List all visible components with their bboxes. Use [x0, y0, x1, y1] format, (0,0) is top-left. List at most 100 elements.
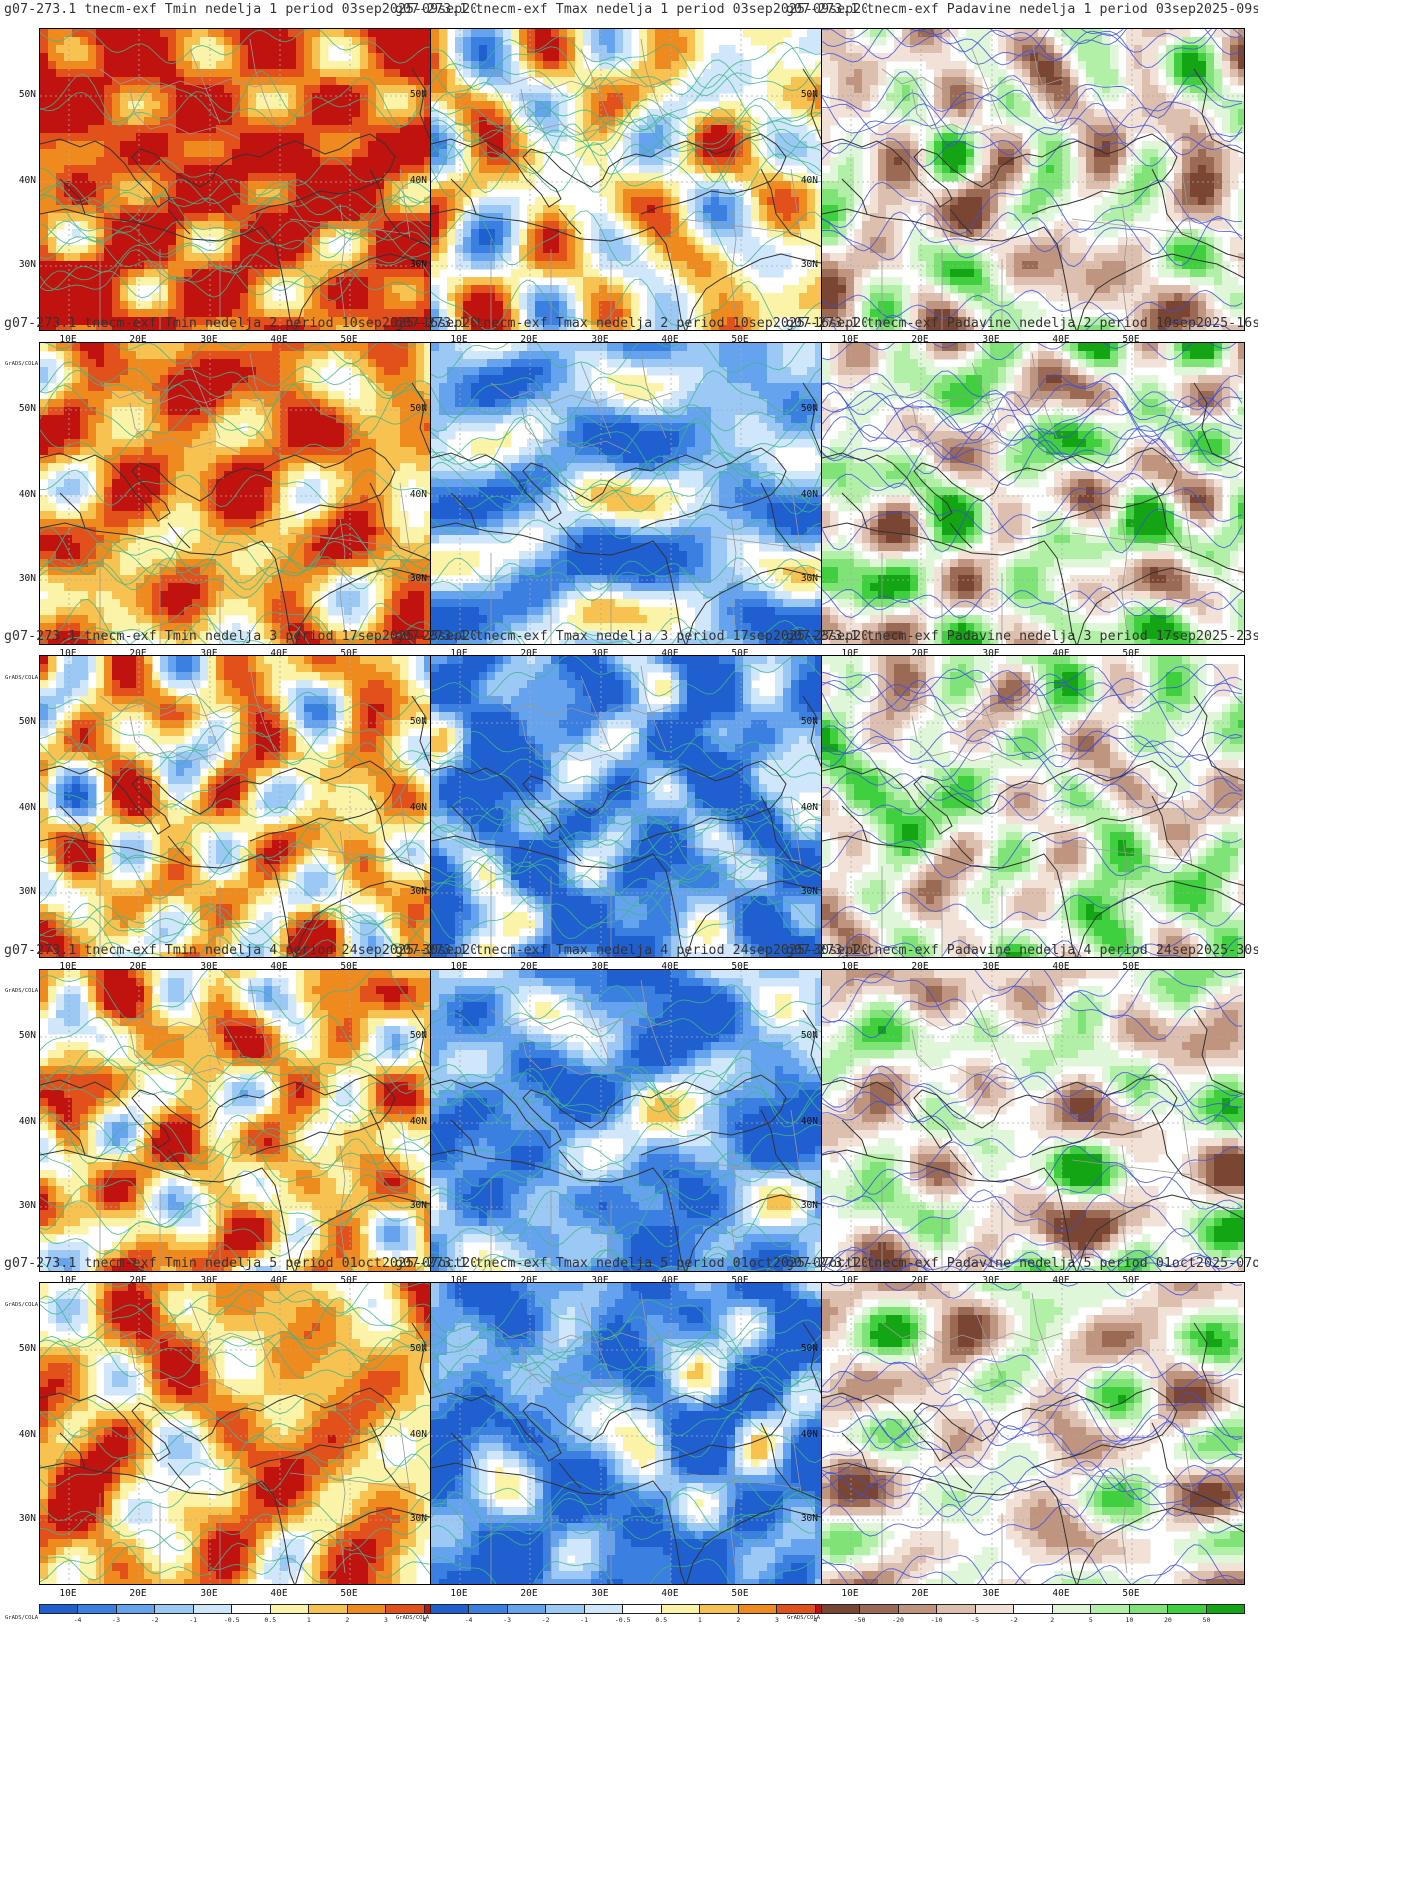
- longitude-label: 50E: [723, 961, 757, 972]
- map-panel-tmin-week-4: g07-273.1 tnecm-exf Tmin nedelja 4 perio…: [4, 941, 476, 1317]
- contour-lines: [40, 970, 461, 1271]
- longitude-label: 40E: [262, 334, 296, 345]
- graticule: [431, 343, 853, 644]
- latitude-label: 50N: [403, 403, 427, 414]
- longitude-label: 50E: [332, 1275, 366, 1286]
- colorbar-swatch: [193, 1605, 233, 1613]
- country-borders: [99, 38, 411, 330]
- coastlines: [431, 1009, 853, 1271]
- longitude-label: 10E: [442, 961, 476, 972]
- map-panel-precip-week-5: g07-273.1 tnecm-exf Padavine nedelja 5 p…: [786, 1254, 1258, 1630]
- colorbar-swatch: [822, 1605, 861, 1613]
- grads-footer-label: GrADS/COLA: [5, 361, 38, 367]
- latitude-label: 40N: [12, 175, 36, 186]
- latitude-label: 50N: [794, 716, 818, 727]
- longitude-label: 30E: [192, 961, 226, 972]
- longitude-label: 50E: [1114, 1588, 1148, 1599]
- anomaly-shading: [431, 29, 853, 330]
- colorbar-swatch: [738, 1605, 778, 1613]
- longitude-label: 20E: [903, 334, 937, 345]
- longitude-label: 20E: [512, 961, 546, 972]
- country-borders: [99, 979, 411, 1271]
- longitude-label: 10E: [442, 648, 476, 659]
- colorbar-swatches: [821, 1604, 1245, 1614]
- map-plot-area: [39, 28, 463, 331]
- colorbar-swatch: [155, 1605, 194, 1613]
- panel-title: g07-273.1 tnecm-exf Padavine nedelja 5 p…: [786, 1256, 1258, 1276]
- longitude-label: 50E: [723, 1275, 757, 1286]
- coastlines: [822, 695, 1244, 957]
- anomaly-map: [822, 343, 1244, 644]
- colorbar-swatches: [39, 1604, 463, 1614]
- latitude-label: 30N: [12, 886, 36, 897]
- map-plot-area: [39, 969, 463, 1272]
- latitude-label: 30N: [12, 1513, 36, 1524]
- contour-lines: [40, 343, 461, 644]
- longitude-label: 10E: [833, 1588, 867, 1599]
- latitude-label: 40N: [794, 175, 818, 186]
- map-panel-precip-week-1: g07-273.1 tnecm-exf Padavine nedelja 1 p…: [786, 0, 1258, 376]
- panel-title: g07-273.1 tnecm-exf Padavine nedelja 4 p…: [786, 943, 1258, 963]
- map-plot-area: [821, 969, 1245, 1272]
- country-borders: [881, 352, 1193, 644]
- panel-title: g07-273.1 tnecm-exf Tmax nedelja 2 perio…: [395, 316, 867, 336]
- colorbar-tick-label: 3: [371, 1616, 401, 1624]
- longitude-label: 50E: [723, 648, 757, 659]
- colorbar-swatch: [1052, 1605, 1092, 1613]
- anomaly-shading: [822, 29, 1244, 330]
- longitude-label: 10E: [51, 961, 85, 972]
- anomaly-map: [431, 1283, 853, 1584]
- longitude-label: 30E: [974, 1275, 1008, 1286]
- panel-title: g07-273.1 tnecm-exf Tmax nedelja 3 perio…: [395, 629, 867, 649]
- map-plot-area: [39, 1282, 463, 1585]
- longitude-label: 50E: [1114, 648, 1148, 659]
- longitude-label: 10E: [51, 648, 85, 659]
- longitude-label: 30E: [192, 334, 226, 345]
- map-plot-area: [821, 28, 1245, 331]
- anomaly-map: [431, 29, 853, 330]
- latitude-label: 30N: [794, 1200, 818, 1211]
- grads-footer-label: GrADS/COLA: [5, 988, 38, 994]
- colorbar-swatch: [1206, 1605, 1244, 1613]
- colorbar-tick-label: 1: [685, 1616, 715, 1624]
- coastlines: [822, 1009, 1244, 1271]
- panel-title: g07-273.1 tnecm-exf Padavine nedelja 3 p…: [786, 629, 1258, 649]
- colorbar-swatches: [430, 1604, 854, 1614]
- longitude-label: 10E: [442, 334, 476, 345]
- longitude-label: 10E: [442, 1275, 476, 1286]
- colorbar-swatch: [270, 1605, 310, 1613]
- longitude-label: 20E: [512, 1275, 546, 1286]
- longitude-label: 40E: [1044, 961, 1078, 972]
- longitude-label: 40E: [262, 1275, 296, 1286]
- map-plot-area: [430, 969, 854, 1272]
- coastlines: [822, 1322, 1244, 1584]
- longitude-label: 30E: [583, 1588, 617, 1599]
- longitude-label: 30E: [192, 1275, 226, 1286]
- colorbar-swatch: [507, 1605, 547, 1613]
- coastlines: [40, 1009, 462, 1271]
- latitude-label: 40N: [12, 1116, 36, 1127]
- grads-footer-label: GrADS/COLA: [5, 675, 38, 681]
- latitude-label: 30N: [794, 259, 818, 270]
- grads-footer-label: GrADS/COLA: [787, 1615, 820, 1621]
- colorbar-tick-label: 50: [1191, 1616, 1221, 1624]
- latitude-label: 50N: [12, 403, 36, 414]
- country-borders: [490, 38, 802, 330]
- latitude-label: 40N: [12, 1429, 36, 1440]
- latitude-label: 30N: [403, 573, 427, 584]
- longitude-label: 10E: [442, 1588, 476, 1599]
- map-panel-tmin-week-3: g07-273.1 tnecm-exf Tmin nedelja 3 perio…: [4, 627, 476, 1003]
- longitude-label: 20E: [903, 648, 937, 659]
- contour-lines: [431, 983, 852, 1271]
- graticule: [40, 343, 462, 644]
- anomaly-shading: [822, 1283, 1244, 1584]
- colorbar-swatch: [78, 1605, 117, 1613]
- latitude-label: 50N: [403, 1343, 427, 1354]
- country-borders: [490, 665, 802, 957]
- anomaly-shading: [822, 656, 1244, 957]
- anomaly-map: [822, 1283, 1244, 1584]
- colorbar-tick-label: 2: [1037, 1616, 1067, 1624]
- longitude-label: 20E: [903, 1275, 937, 1286]
- latitude-label: 50N: [12, 1030, 36, 1041]
- longitude-label: 30E: [192, 1588, 226, 1599]
